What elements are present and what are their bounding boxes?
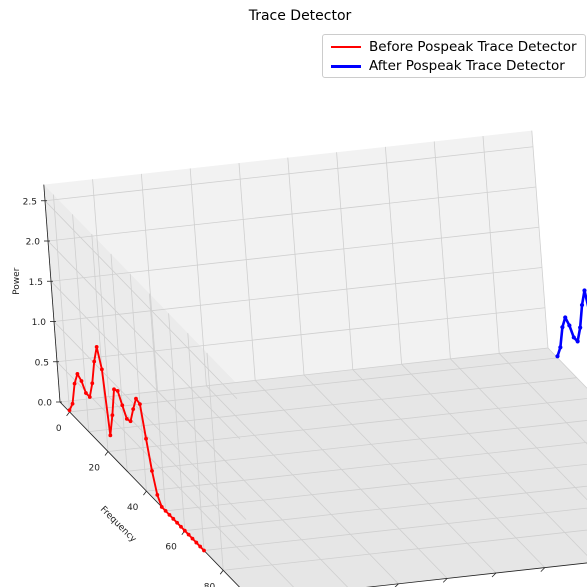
series-point-0 xyxy=(87,395,92,399)
series-point-0 xyxy=(67,408,72,413)
series-point-0 xyxy=(150,468,154,473)
depth-tick xyxy=(442,578,448,583)
series-point-0 xyxy=(202,548,206,553)
series-point-0 xyxy=(163,509,168,513)
series-point-0 xyxy=(182,528,187,533)
series-point-0 xyxy=(179,524,183,529)
z-tick-label: 1.0 xyxy=(32,318,47,328)
z-axis-line xyxy=(43,184,61,403)
series-point-0 xyxy=(124,417,129,421)
legend-swatch-after xyxy=(331,64,361,68)
series-point-0 xyxy=(70,401,75,406)
depth-tick xyxy=(540,567,546,572)
series-point-0 xyxy=(134,396,138,401)
legend-label-before: Before Pospeak Trace Detector xyxy=(369,39,577,55)
x-tick-label: 20 xyxy=(89,464,101,474)
z-tick-label: 2.0 xyxy=(26,238,41,248)
x-tick xyxy=(66,411,70,417)
chart-title: Trace Detector xyxy=(248,8,352,24)
depth-gridline xyxy=(141,173,349,587)
series-point-1 xyxy=(582,288,587,293)
series-point-1 xyxy=(558,345,563,350)
series-point-1 xyxy=(579,302,585,308)
x-tick-label: 60 xyxy=(165,543,177,553)
x-tick-label: 0 xyxy=(56,424,62,434)
depth-gridline xyxy=(189,168,399,585)
series-point-1 xyxy=(555,354,560,359)
series-point-0 xyxy=(155,493,160,497)
series-point-0 xyxy=(198,544,203,549)
series-point-0 xyxy=(159,505,164,509)
depth-gridline xyxy=(287,157,497,574)
series-point-1 xyxy=(578,325,583,330)
legend-swatch-before xyxy=(331,46,361,48)
series-point-0 xyxy=(190,536,195,541)
series-point-0 xyxy=(138,402,142,407)
z-tick-label: 1.5 xyxy=(29,278,43,288)
series-point-0 xyxy=(99,367,104,372)
legend-item-before: Before Pospeak Trace Detector xyxy=(331,37,577,57)
series-point-0 xyxy=(120,403,125,408)
series-point-0 xyxy=(90,381,95,386)
series-point-0 xyxy=(128,419,133,424)
depth-gridline xyxy=(385,146,587,556)
series-point-0 xyxy=(84,391,88,395)
series-point-0 xyxy=(92,359,97,364)
z-tick-label: 2.5 xyxy=(23,197,37,207)
series-point-1 xyxy=(560,325,565,330)
depth-gridline xyxy=(482,136,587,445)
x-tick-label: 40 xyxy=(127,503,139,513)
series-point-1 xyxy=(563,315,568,320)
series-point-0 xyxy=(115,388,120,393)
series-point-1 xyxy=(567,323,572,328)
z-axis-label: Power xyxy=(12,267,22,295)
x-tick xyxy=(104,451,109,456)
series-point-0 xyxy=(186,532,191,537)
x-tick xyxy=(219,570,224,575)
x-axis-line xyxy=(59,401,240,587)
depth-gridline xyxy=(92,179,294,587)
series-point-0 xyxy=(167,512,172,517)
series-point-0 xyxy=(175,520,180,525)
depth-gridline xyxy=(336,152,546,568)
legend-item-after: After Pospeak Trace Detector xyxy=(331,56,565,76)
series-point-0 xyxy=(171,516,176,521)
series-point-0 xyxy=(79,379,84,383)
series-point-0 xyxy=(144,436,148,441)
depth-tick xyxy=(394,583,399,587)
series-point-0 xyxy=(75,371,80,376)
depth-gridline xyxy=(531,130,587,389)
series-point-0 xyxy=(108,433,113,438)
z-tick-label: 0.5 xyxy=(35,358,49,368)
series-point-0 xyxy=(110,413,115,418)
series-point-0 xyxy=(72,381,77,386)
series-point-0 xyxy=(194,540,199,545)
z-tick-label: 0.0 xyxy=(38,399,53,409)
depth-gridline xyxy=(238,163,448,579)
series-point-1 xyxy=(575,339,580,344)
series-point-0 xyxy=(94,345,99,349)
series-point-0 xyxy=(131,407,136,412)
series-point-1 xyxy=(571,335,576,340)
floor-pane xyxy=(60,348,587,587)
depth-gridline xyxy=(433,141,587,501)
x-tick xyxy=(143,490,147,496)
legend: Before Pospeak Trace Detector After Posp… xyxy=(322,34,586,78)
legend-label-after: After Pospeak Trace Detector xyxy=(369,58,565,74)
depth-tick xyxy=(491,572,497,578)
x-tick-label: 80 xyxy=(204,582,216,587)
series-point-0 xyxy=(112,387,116,392)
